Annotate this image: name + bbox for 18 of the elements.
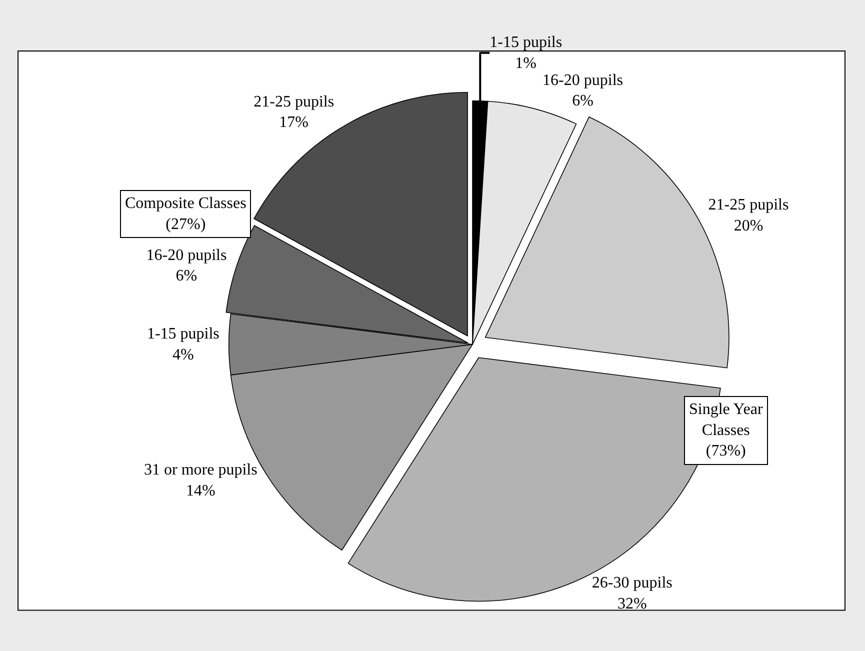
slice-label: 16-20 pupils: [542, 72, 623, 89]
data-label: 4%: [172, 346, 194, 364]
slice-label: 16-20 pupils: [146, 246, 227, 264]
data-label: 17%: [279, 114, 308, 132]
data-label: 6%: [572, 92, 594, 110]
data-label: 14%: [186, 482, 216, 500]
data-label: 20%: [734, 217, 764, 234]
text: Composite Classes (27%): [125, 195, 246, 233]
data-label: 1%: [515, 54, 536, 72]
slice-label: 21-25 pupils: [708, 196, 789, 214]
data-label: 32%: [617, 595, 647, 612]
slice-label: 1-15 pupils: [146, 325, 220, 342]
text: Single Year Classes (73%): [689, 401, 764, 460]
slice-label: 26-30 pupils: [592, 574, 672, 592]
slice-label: 31 or more pupils: [144, 461, 258, 478]
slice-label: 21-25 pupils: [254, 93, 334, 110]
data-label: 6%: [176, 268, 198, 285]
slice-label: 1-15 pupils: [490, 34, 562, 51]
